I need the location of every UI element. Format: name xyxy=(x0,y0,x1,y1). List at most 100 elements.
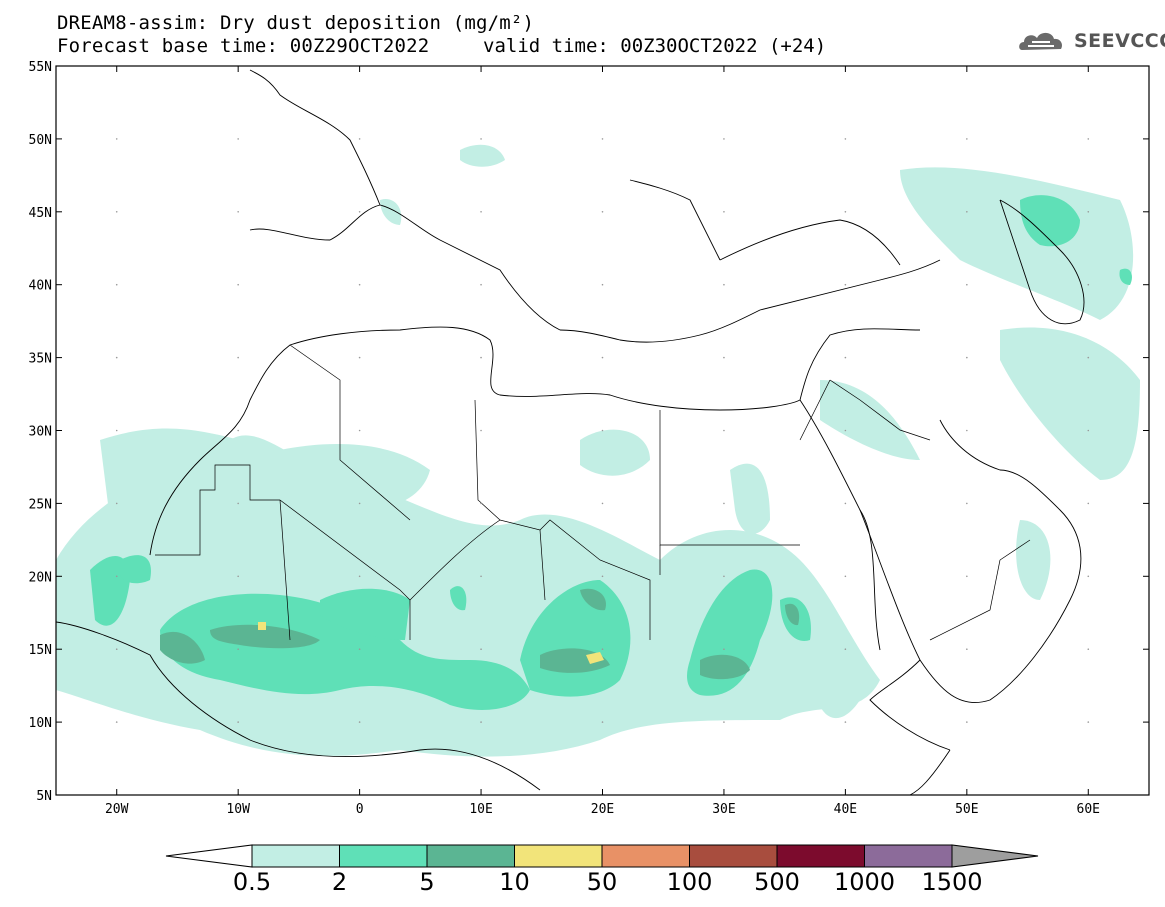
colorbar-label: 0.5 xyxy=(232,868,272,896)
lat-label: 55N xyxy=(29,60,52,75)
field-light-redsea xyxy=(1016,520,1051,600)
colorbar-label: 1500 xyxy=(921,868,983,896)
grid-dot xyxy=(358,211,361,213)
field-light-horn xyxy=(815,638,863,719)
colorbar-label: 10 xyxy=(499,868,530,896)
grid-dot xyxy=(237,211,239,213)
grid-dot xyxy=(480,648,482,650)
lon-label: 20E xyxy=(591,802,614,817)
colorbar xyxy=(165,844,1039,868)
grid-dot xyxy=(358,429,361,432)
grid-dot xyxy=(480,211,482,213)
lon-label: 30E xyxy=(712,802,735,817)
field-yellow-mali xyxy=(258,622,266,630)
grid-dot xyxy=(966,429,968,432)
grid-dot xyxy=(723,575,725,578)
grid-dot xyxy=(844,211,847,213)
grid-dot xyxy=(601,211,604,213)
grid-dot xyxy=(480,356,482,359)
grid-dot xyxy=(358,138,361,140)
field-dark-mali xyxy=(210,624,320,649)
grid-dot xyxy=(358,648,361,650)
grid-dot xyxy=(115,138,118,140)
grid-dot xyxy=(844,648,847,650)
field-medium-iran xyxy=(1119,268,1132,285)
field-medium-mauritania2 xyxy=(120,555,151,584)
grid-dot xyxy=(115,356,118,359)
field-dark-chad2 xyxy=(580,588,606,611)
colorbar-label: 100 xyxy=(666,868,713,896)
lon-label: 20W xyxy=(105,802,129,817)
field-light-arabia xyxy=(820,380,920,460)
grid-dot xyxy=(966,721,968,723)
field-dark-sudan xyxy=(700,654,750,680)
grid-dot xyxy=(1087,648,1090,650)
grid-dot xyxy=(115,283,118,286)
grid-dot xyxy=(237,502,239,505)
field-light-west xyxy=(100,428,250,520)
field-light-italy xyxy=(380,199,402,225)
grid-dot xyxy=(358,283,361,286)
grid-dot xyxy=(1087,356,1090,359)
grid-dot xyxy=(358,502,361,505)
grid-dot xyxy=(601,502,604,505)
grid-dot xyxy=(115,502,118,505)
field-medium-chad-small xyxy=(450,586,467,611)
lon-label: 0 xyxy=(356,802,364,817)
grid-dot xyxy=(115,721,118,723)
grid-dot xyxy=(723,356,725,359)
grid-dot xyxy=(966,575,968,578)
grid-dot xyxy=(844,138,847,140)
grid-dot xyxy=(115,648,118,650)
lat-label: 20N xyxy=(29,570,52,585)
grid-dot xyxy=(1087,721,1090,723)
lat-label: 25N xyxy=(29,497,52,512)
field-light-sahara xyxy=(280,444,430,510)
lat-label: 5N xyxy=(36,789,52,804)
colorbar-segment xyxy=(601,844,690,868)
grid-dot xyxy=(1087,502,1090,505)
grid-dot xyxy=(358,356,361,359)
logo-text: SEEVCCC xyxy=(1074,30,1165,52)
colorbar-over-arrow xyxy=(951,844,1039,868)
field-light-egypt xyxy=(730,463,770,534)
coastlines xyxy=(55,69,1085,796)
grid-dot xyxy=(966,138,968,140)
field-medium-mali xyxy=(160,593,530,710)
lat-label: 40N xyxy=(29,279,52,294)
grid-dot xyxy=(723,283,725,286)
lon-label: 60E xyxy=(1077,802,1100,817)
longitude-labels: 20W 10W 0 10E 20E 30E 40E 50E 60E xyxy=(105,802,1100,817)
lon-label: 50E xyxy=(955,802,978,817)
colorbar-label: 5 xyxy=(419,868,435,896)
grid-dot xyxy=(1087,283,1090,286)
lat-label: 50N xyxy=(29,133,52,148)
lon-label: 40E xyxy=(834,802,857,817)
colorbar-segment xyxy=(514,844,603,868)
grid-dot xyxy=(480,283,482,286)
grid-dot xyxy=(1087,211,1090,213)
grid-dot xyxy=(358,575,361,578)
country-borders xyxy=(155,344,1031,641)
grid-dot xyxy=(237,356,239,359)
field-yellow-chad xyxy=(586,652,604,664)
grid-dot xyxy=(966,283,968,286)
colorbar-label: 500 xyxy=(754,868,800,896)
colorbar-segment xyxy=(426,844,515,868)
colorbar-under-arrow xyxy=(165,844,253,868)
lat-label: 45N xyxy=(29,206,52,221)
lat-label: 10N xyxy=(29,716,52,731)
grid-dot xyxy=(237,648,239,650)
grid-dot xyxy=(480,502,482,505)
grid-dot xyxy=(237,721,239,723)
grid-dot xyxy=(115,429,118,432)
grid-dot xyxy=(237,429,239,432)
grid-dot xyxy=(844,721,847,723)
grid-dot xyxy=(601,575,604,578)
grid-dot xyxy=(601,429,604,432)
field-light-iran xyxy=(1000,327,1140,480)
lon-label: 10E xyxy=(469,802,492,817)
grid-dot xyxy=(723,211,725,213)
field-medium-caspian xyxy=(1020,195,1080,247)
